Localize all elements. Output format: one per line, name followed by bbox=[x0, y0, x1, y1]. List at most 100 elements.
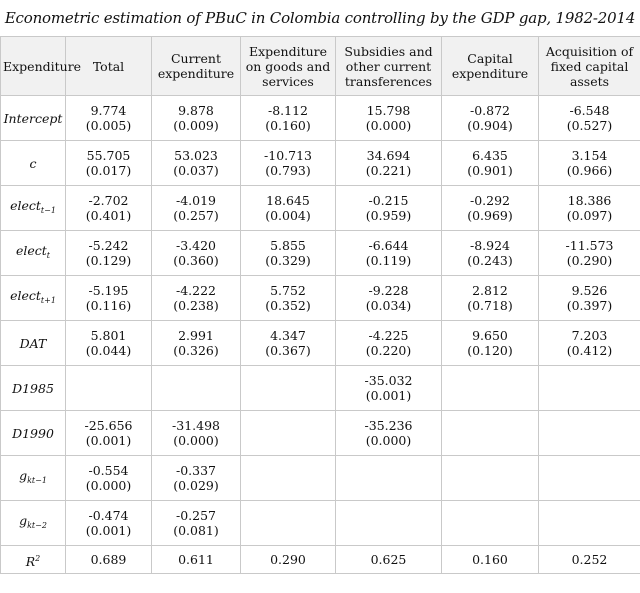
p-value: (0.290) bbox=[566, 253, 613, 268]
row-label: c bbox=[0, 140, 66, 186]
table-cell: 9.774 (0.005) bbox=[65, 95, 152, 141]
table-row: DAT 5.801 (0.044) 2.991 (0.326) 4.347 (0.367) -… bbox=[0, 320, 640, 366]
table-cell: -8.112 (0.160) bbox=[240, 95, 336, 141]
coefficient-value: -5.195 bbox=[88, 283, 129, 298]
p-value: (0.527) bbox=[566, 118, 613, 133]
table-cell bbox=[335, 500, 442, 546]
p-value: (0.959) bbox=[365, 208, 412, 223]
table-cell bbox=[441, 410, 539, 456]
table-row: c 55.705 (0.017) 53.023 (0.037) -10.713 (0.793… bbox=[0, 140, 640, 186]
table-cell: -35.236 (0.000) bbox=[335, 410, 442, 456]
table-cell: 34.694 (0.221) bbox=[335, 140, 442, 186]
table-cell: 9.526 (0.397) bbox=[538, 275, 640, 321]
table-cell: -9.228 (0.034) bbox=[335, 275, 442, 321]
coefficient-value: -11.573 bbox=[565, 238, 614, 253]
table-cell: -0.257 (0.081) bbox=[151, 500, 241, 546]
coefficient-value: -0.474 bbox=[88, 508, 129, 523]
table-cell: -25.656 (0.001) bbox=[65, 410, 152, 456]
table-cell: 0.252 bbox=[538, 545, 640, 574]
table-cell bbox=[240, 365, 336, 411]
column-header: Expenditure on goods and services bbox=[240, 36, 336, 96]
row-label-subscript: kt−1 bbox=[27, 476, 47, 485]
coefficient-value: -8.112 bbox=[267, 103, 308, 118]
coefficient-value: 0.160 bbox=[472, 552, 508, 567]
table-cell: 0.290 bbox=[240, 545, 336, 574]
table-cell: 3.154 (0.966) bbox=[538, 140, 640, 186]
row-label: gkt−1 bbox=[0, 455, 66, 501]
coefficient-value: 5.801 bbox=[90, 328, 127, 343]
coefficient-value: 0.611 bbox=[178, 552, 214, 567]
table-cell: 0.160 bbox=[441, 545, 539, 574]
table-cell bbox=[441, 365, 539, 411]
coefficient-value: -0.215 bbox=[368, 193, 409, 208]
coefficient-value: 34.694 bbox=[366, 148, 411, 163]
table-cell: -11.573 (0.290) bbox=[538, 230, 640, 276]
table-cell: 6.435 (0.901) bbox=[441, 140, 539, 186]
p-value: (0.116) bbox=[85, 298, 132, 313]
p-value: (0.029) bbox=[173, 478, 219, 493]
column-header: Current expenditure bbox=[151, 36, 241, 96]
column-header: Expenditure bbox=[0, 36, 81, 96]
coefficient-value: -6.644 bbox=[368, 238, 409, 253]
table-row: D1990 -25.656 (0.001) -31.498 (0.000) -35.236… bbox=[0, 410, 640, 456]
table-cell bbox=[151, 365, 241, 411]
row-label-subscript: t−1 bbox=[40, 206, 56, 215]
p-value: (0.037) bbox=[173, 163, 219, 178]
p-value: (0.160) bbox=[265, 118, 311, 133]
p-value: (0.367) bbox=[265, 343, 311, 358]
table-row: Intercept 9.774 (0.005) 9.878 (0.009) -8.112(… bbox=[0, 95, 640, 141]
p-value: (0.119) bbox=[365, 253, 412, 268]
table-cell: 9.878 (0.009) bbox=[151, 95, 241, 141]
table-cell: -0.215 (0.959) bbox=[335, 185, 442, 231]
coefficient-value: 9.878 bbox=[178, 103, 214, 118]
p-value: (0.718) bbox=[467, 298, 513, 313]
column-header: Total bbox=[65, 36, 152, 96]
p-value: (0.220) bbox=[365, 343, 412, 358]
table-cell: 5.752 (0.352) bbox=[240, 275, 336, 321]
p-value: (0.001) bbox=[85, 523, 132, 538]
coefficient-value: 0.290 bbox=[270, 552, 306, 567]
coefficient-value: -0.554 bbox=[88, 463, 129, 478]
p-value: (0.221) bbox=[365, 163, 412, 178]
p-value: (0.966) bbox=[566, 163, 613, 178]
coefficient-value: -4.225 bbox=[368, 328, 409, 343]
table-cell: 18.386 (0.097) bbox=[538, 185, 640, 231]
row-label-text: Intercept bbox=[3, 110, 63, 126]
table-cell bbox=[240, 410, 336, 456]
p-value: (0.352) bbox=[265, 298, 311, 313]
table-cell: -0.337 (0.029) bbox=[151, 455, 241, 501]
table-cell: -35.032 (0.001) bbox=[335, 365, 442, 411]
row-label-subscript: t+1 bbox=[40, 296, 56, 305]
table-cell: -0.292 (0.969) bbox=[441, 185, 539, 231]
coefficient-value: 2.991 bbox=[178, 328, 214, 343]
column-header: Capital expenditure bbox=[441, 36, 539, 96]
table-row: D1985 -35.032 (0.001) bbox=[0, 365, 640, 411]
p-value: (0.238) bbox=[173, 298, 219, 313]
table-cell: -4.222 (0.238) bbox=[151, 275, 241, 321]
coefficient-value: -5.242 bbox=[88, 238, 129, 253]
table-cell bbox=[538, 455, 640, 501]
coefficient-value: 55.705 bbox=[86, 148, 131, 163]
coefficient-value: 3.154 bbox=[571, 148, 608, 163]
table-cell: 55.705 (0.017) bbox=[65, 140, 152, 186]
coefficient-value: -0.337 bbox=[175, 463, 216, 478]
coefficient-value: 6.435 bbox=[472, 148, 508, 163]
coefficient-value: -10.713 bbox=[264, 148, 312, 163]
p-value: (0.397) bbox=[566, 298, 613, 313]
coefficient-value: 0.252 bbox=[571, 552, 608, 567]
coefficient-value: 53.023 bbox=[174, 148, 218, 163]
table-cell: -4.225 (0.220) bbox=[335, 320, 442, 366]
table-cell: -8.924 (0.243) bbox=[441, 230, 539, 276]
table-cell: -0.554 (0.000) bbox=[65, 455, 152, 501]
row-label-text: c bbox=[29, 155, 37, 171]
row-label-text: g bbox=[19, 513, 28, 528]
table-cell: -6.644 (0.119) bbox=[335, 230, 442, 276]
p-value: (0.969) bbox=[467, 208, 513, 223]
p-value: (0.097) bbox=[566, 208, 613, 223]
p-value: (0.329) bbox=[265, 253, 311, 268]
coefficient-value: -6.548 bbox=[569, 103, 610, 118]
table-row: electt−1 -2.702 (0.401) -4.019 (0.257) 18.645… bbox=[0, 185, 640, 231]
row-label-text: elect bbox=[10, 288, 41, 303]
table-cell: -5.195 (0.116) bbox=[65, 275, 152, 321]
coefficient-value: 5.855 bbox=[270, 238, 306, 253]
